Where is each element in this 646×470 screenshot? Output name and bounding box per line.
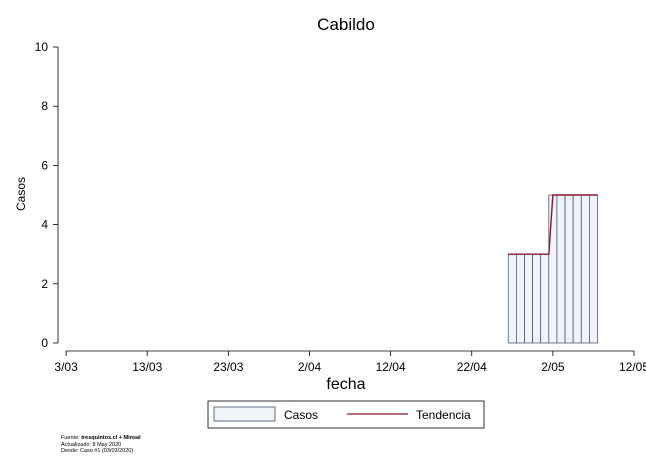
x-tick-label: 3/03 [54, 360, 78, 374]
footer-updated-line: Actualizado: 8 May 2020 [61, 441, 122, 448]
y-tick-label: 8 [41, 99, 48, 113]
y-axis-label: Casos [14, 177, 28, 211]
bars-layer [507, 194, 598, 344]
chart-title: Cabildo [317, 15, 375, 34]
y-tick-label: 4 [41, 218, 48, 232]
x-axis-label: fecha [326, 376, 365, 393]
bar [507, 253, 517, 344]
y-tick-label: 10 [35, 40, 49, 54]
bar [548, 194, 558, 344]
bar [589, 194, 598, 344]
bar [532, 253, 542, 344]
bar [572, 194, 582, 344]
bar [564, 194, 574, 344]
legend: Casos Tendencia [207, 400, 485, 429]
legend-frame [207, 400, 485, 429]
y-tick-label: 0 [41, 336, 48, 350]
trend-line [508, 194, 598, 255]
x-tick-label: 23/03 [213, 360, 243, 374]
x-tick-label: 2/05 [541, 360, 565, 374]
footer-since-line: Desde: Caso #1 (03/03/2020) [61, 448, 134, 454]
y-tick-label: 2 [41, 277, 48, 291]
x-tick-label: 12/04 [376, 360, 406, 374]
x-tick-label: 13/03 [132, 360, 162, 374]
x-tick-label: 2/04 [298, 360, 322, 374]
footer-source-line: Fuente: tresquintos.cl + Minsal [61, 435, 141, 441]
legend-label-casos: Casos [284, 408, 318, 422]
axes-layer: 0 2 4 6 8 10 3/03 13/03 23/03 2/04 12/04 22/04 2/05 1… [35, 40, 646, 374]
bar [556, 194, 566, 344]
trend-line-layer [508, 194, 598, 255]
legend-swatch-casos [213, 406, 276, 422]
x-tick-label: 22/04 [457, 360, 487, 374]
bar [580, 194, 590, 344]
legend-label-tendencia: Tendencia [416, 408, 471, 422]
y-tick-label: 6 [41, 158, 48, 172]
bar [540, 253, 550, 344]
source-footer: Fuente: tresquintos.cl + Minsal Actualiz… [61, 435, 141, 455]
bar [516, 253, 525, 344]
bar [524, 253, 533, 344]
x-tick-label: 12/05 [619, 360, 646, 374]
